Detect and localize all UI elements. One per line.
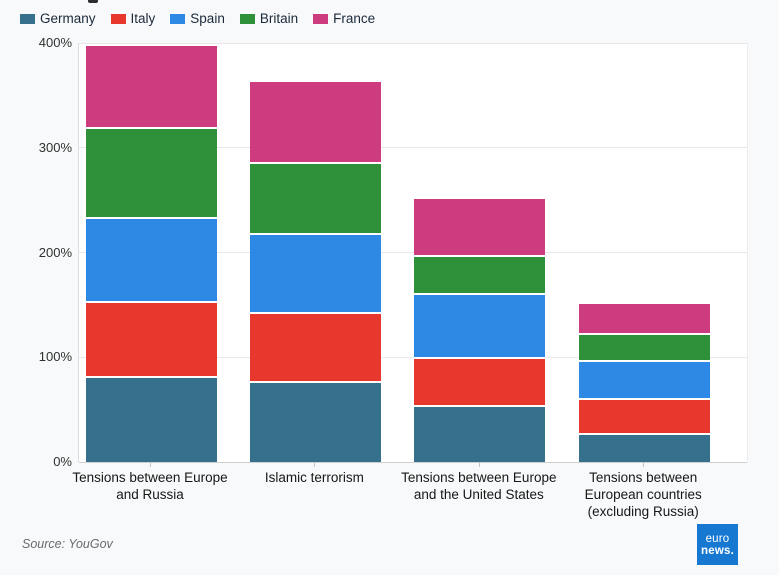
bar-segment-italy-3[interactable]	[414, 357, 546, 406]
bar-segment-spain-1[interactable]	[85, 216, 217, 301]
gridline-400	[79, 42, 747, 44]
legend-swatch-icon	[110, 14, 126, 24]
legend-swatch-icon	[20, 14, 35, 24]
legend-label: Germany	[40, 11, 96, 26]
bar-segment-germany-2[interactable]	[249, 381, 381, 462]
bar-segment-germany-1[interactable]	[85, 376, 217, 462]
legend-swatch-icon	[313, 14, 329, 24]
bar-segment-britain-1[interactable]	[85, 126, 217, 217]
legend-label: Italy	[130, 11, 156, 26]
gridline-100	[79, 356, 747, 358]
y-tick-label-200: 200%	[38, 244, 72, 260]
y-tick-label-400: 400%	[38, 35, 72, 50]
plot-area	[78, 42, 748, 463]
bar-segment-italy-1[interactable]	[85, 300, 217, 377]
logo-line-news: news.	[701, 544, 734, 557]
bar-segment-britain-4[interactable]	[578, 333, 710, 361]
legend-swatch-icon	[170, 14, 186, 24]
x-category-label-1: Tensions between Europe and Russia	[72, 470, 228, 502]
legend-label: France	[333, 11, 376, 26]
euronews-logo[interactable]: euro news.	[697, 524, 738, 565]
cropped-title-fragment	[88, 0, 98, 3]
bar-segment-spain-4[interactable]	[578, 360, 710, 399]
bar-segment-spain-3[interactable]	[414, 293, 546, 358]
y-tick-label-0: 0%	[53, 454, 72, 469]
bar-segment-spain-2[interactable]	[249, 232, 381, 313]
logo-line-euro: euro	[705, 532, 730, 545]
bar-segment-france-2[interactable]	[249, 81, 381, 163]
y-tick-label-300: 300%	[38, 139, 72, 155]
legend-item-italy[interactable]: Italy	[110, 10, 156, 28]
bar-segment-britain-2[interactable]	[249, 162, 381, 233]
x-category-label-2: Islamic terrorism	[264, 470, 364, 485]
legend-swatch-icon	[239, 14, 255, 24]
bar-segment-britain-3[interactable]	[414, 254, 546, 294]
x-axis-tick-4	[643, 462, 645, 467]
stacked-bar-4	[578, 303, 710, 462]
bar-segment-italy-2[interactable]	[249, 312, 381, 382]
bar-segment-france-4[interactable]	[578, 303, 710, 334]
chart-legend: Germany Italy Spain Britain France	[20, 10, 375, 28]
legend-item-spain[interactable]: Spain	[170, 10, 225, 28]
gridline-300	[79, 147, 747, 149]
x-category-label-4: Tensions between European countries (exc…	[584, 470, 702, 519]
bar-segment-france-1[interactable]	[85, 46, 217, 127]
bar-segment-france-3[interactable]	[414, 199, 546, 255]
x-axis-tick-1	[150, 462, 151, 467]
legend-item-britain[interactable]: Britain	[239, 10, 299, 28]
stacked-bar-1	[85, 46, 217, 462]
legend-label: Britain	[259, 11, 299, 26]
source-credit: Source: YouGov	[22, 537, 113, 551]
x-category-label-3: Tensions between Europe and the United S…	[401, 470, 557, 502]
stacked-bar-2	[249, 81, 381, 462]
stacked-bar-3	[414, 199, 546, 462]
bar-segment-italy-4[interactable]	[578, 398, 710, 433]
x-axis-tick-3	[478, 462, 480, 467]
bar-segment-germany-3[interactable]	[414, 405, 546, 462]
bar-segment-germany-4[interactable]	[578, 432, 710, 462]
x-axis-tick-2	[314, 462, 316, 467]
legend-label: Spain	[190, 11, 225, 26]
legend-item-germany[interactable]: Germany	[20, 10, 96, 28]
y-tick-label-100: 100%	[38, 349, 72, 365]
gridline-0	[79, 461, 747, 463]
gridline-200	[79, 252, 747, 253]
legend-item-france[interactable]: France	[313, 10, 375, 28]
